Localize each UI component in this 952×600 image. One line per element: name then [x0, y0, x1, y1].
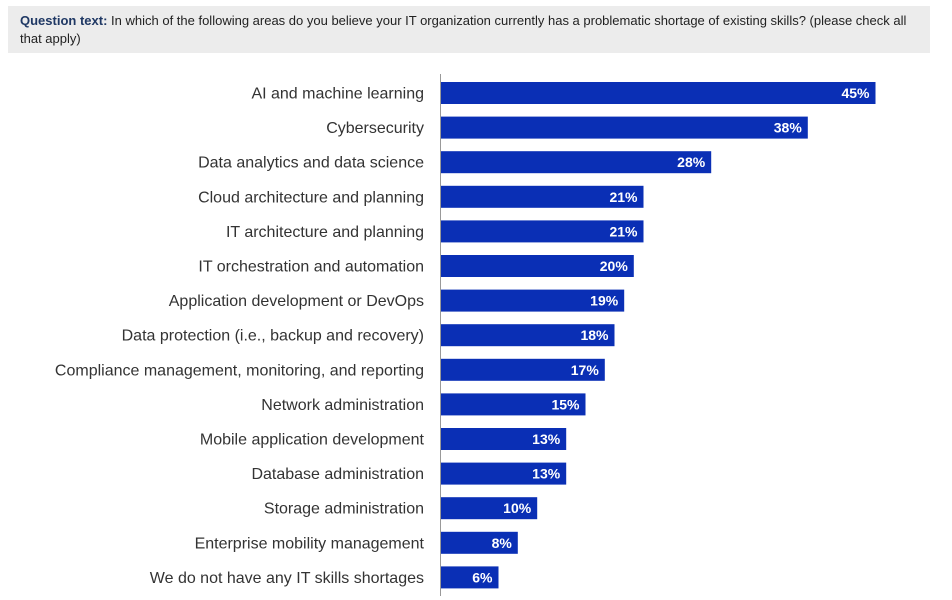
value-label: 15% [551, 396, 580, 412]
bars-layer [440, 82, 876, 589]
bar [440, 289, 625, 312]
category-label: Application development or DevOps [169, 293, 424, 310]
value-label: 45% [841, 85, 870, 101]
bar [440, 116, 808, 139]
value-label: 17% [571, 362, 600, 378]
category-label: AI and machine learning [251, 86, 424, 103]
category-label: Cloud architecture and planning [198, 189, 424, 206]
value-label: 10% [503, 500, 532, 516]
value-label: 6% [472, 569, 493, 585]
category-label: Network administration [261, 397, 424, 414]
bar [440, 82, 876, 104]
question-prefix: Question text: [20, 13, 108, 28]
bar [440, 566, 499, 589]
bar [440, 220, 644, 243]
value-label: 8% [492, 535, 513, 551]
bar [440, 255, 634, 277]
bar [440, 324, 615, 347]
value-label: 21% [609, 223, 638, 239]
category-label: Cybersecurity [326, 120, 424, 137]
value-label: 21% [609, 189, 638, 205]
value-label: 20% [600, 258, 629, 274]
category-label: Storage administration [264, 501, 424, 518]
bar [440, 358, 605, 381]
value-label: 28% [677, 154, 706, 170]
category-label: Enterprise mobility management [195, 535, 425, 552]
bar [440, 497, 538, 520]
value-label: 13% [532, 431, 561, 447]
bar [440, 393, 586, 416]
category-labels: AI and machine learning Cybersecurity Data… [55, 86, 425, 587]
question-text: In which of the following areas do you b… [20, 13, 907, 46]
category-label: Data protection (i.e., backup and recove… [122, 328, 424, 345]
value-label: 13% [532, 466, 561, 482]
value-label: 18% [580, 327, 609, 343]
value-labels: 45% 38% 28% 21% 21% 20% 19% 18% 17% 15% 13% 13% 10% 8… [472, 85, 870, 585]
bar [440, 531, 518, 554]
value-label: 38% [774, 120, 803, 136]
category-label: We do not have any IT skills shortages [150, 570, 424, 587]
bar [440, 151, 712, 174]
bar [440, 185, 644, 208]
category-label: IT orchestration and automation [198, 259, 424, 276]
category-label: Database administration [251, 466, 424, 483]
value-label: 19% [590, 293, 619, 309]
category-label: Compliance management, monitoring, and r… [55, 362, 424, 379]
bar [440, 428, 567, 450]
category-label: Mobile application development [200, 432, 425, 449]
question-box: Question text: In which of the following… [8, 6, 930, 53]
category-label: Data analytics and data science [198, 155, 424, 172]
bar [440, 462, 567, 485]
category-label: IT architecture and planning [226, 224, 424, 241]
